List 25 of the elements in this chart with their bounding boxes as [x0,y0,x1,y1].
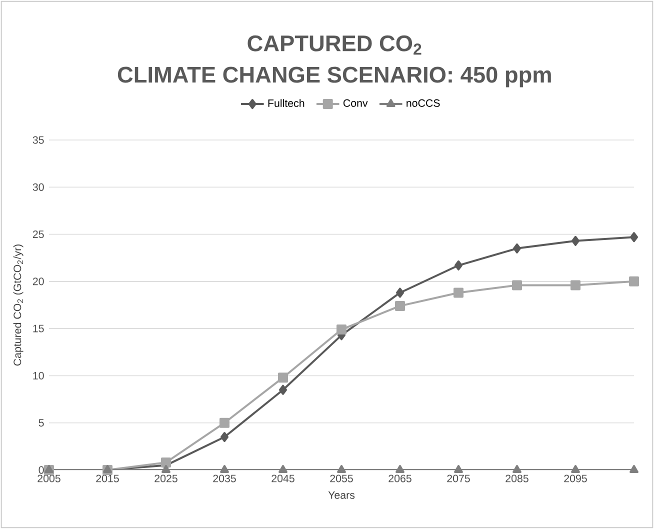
y-tick-label: 20 [32,278,44,286]
x-tick-label: 2055 [330,474,353,482]
legend-label: Conv [343,99,368,107]
chart-subtitle: CLIMATE CHANGE SCENARIO: 450 ppm [118,66,551,88]
x-tick-label: 2025 [154,474,178,482]
y-tick-label: 30 [32,183,44,191]
legend-label: Fulltech [268,99,304,107]
y-axis-title: Captured CO$_{2}$ (GtCO$_{2}$/yr) [13,244,24,366]
y-tick-label: 0 [38,466,44,474]
x-tick-label: 2015 [96,474,119,482]
chart-title: CAPTURED CO$_{2}$ [248,35,422,55]
y-tick-label: 5 [38,419,44,427]
y-tick-label: 10 [33,372,44,380]
x-tick-label: 2095 [564,474,587,482]
y-tick-label: 35 [32,136,44,144]
x-tick-label: 2005 [38,474,60,482]
x-tick-label: 2045 [272,474,294,482]
x-tick-label: 2075 [447,474,470,482]
y-tick-label: 25 [32,230,44,238]
x-tick-label: 2085 [506,474,528,482]
x-tick-label: 2035 [213,474,236,482]
x-tick-label: 2065 [388,474,412,482]
legend-label: noCCS [406,99,440,107]
x-axis-title: Years [328,491,355,499]
y-tick-label: 15 [33,324,44,332]
